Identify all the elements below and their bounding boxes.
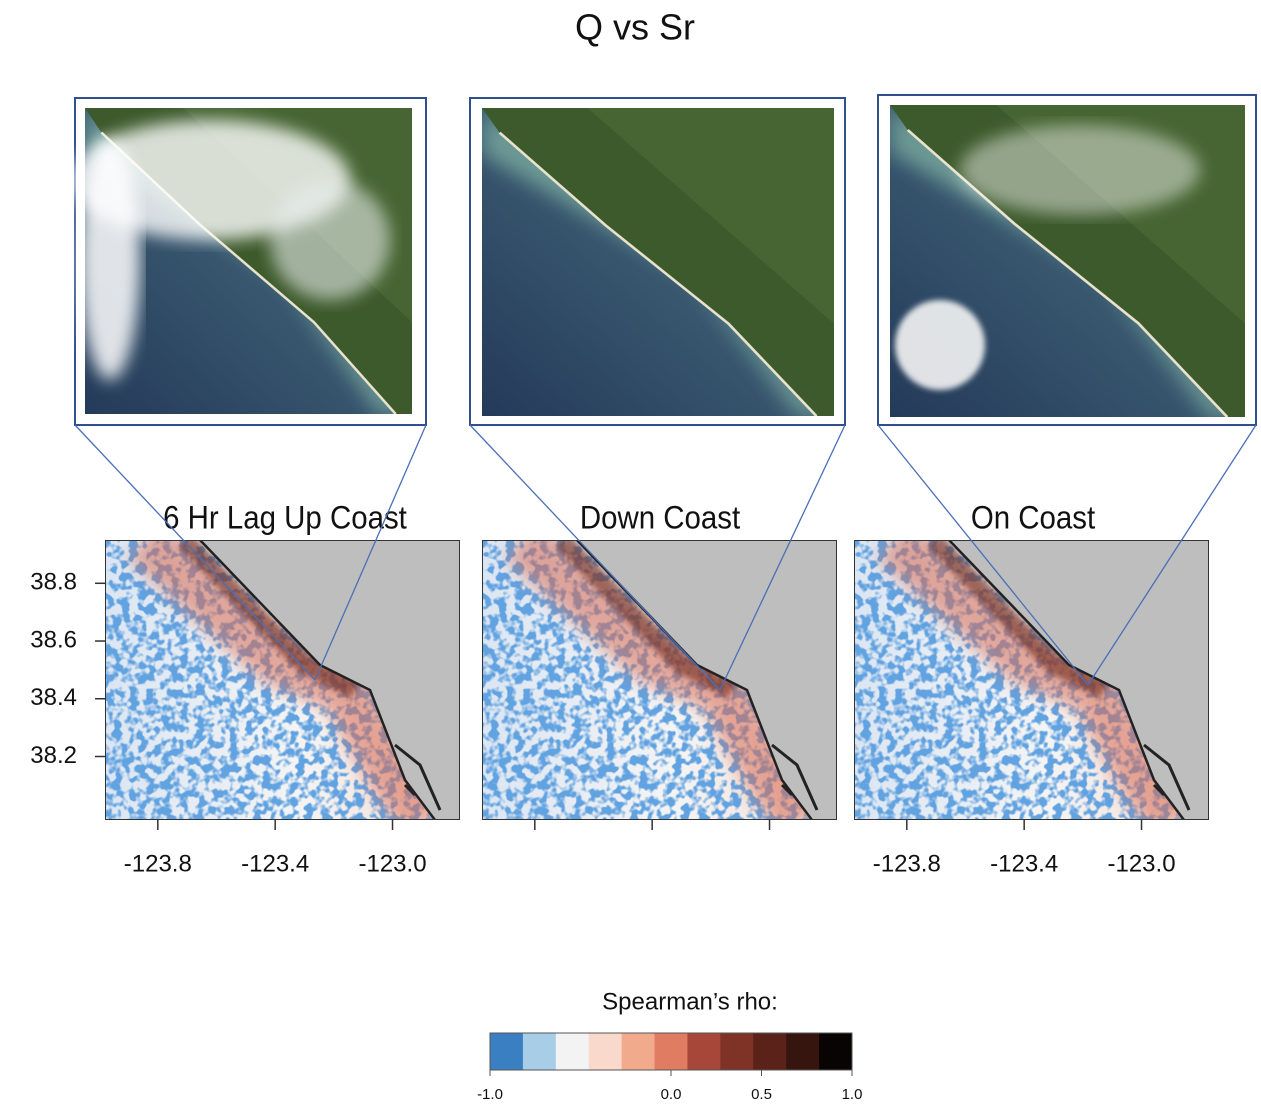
map-panel: On Coast -123.8 -123.4 -123.0 [854,499,1209,877]
colorbar-swatch [655,1033,688,1070]
colorbar-tick-label: 0.5 [751,1086,772,1103]
map-image [105,540,460,820]
colorbar-swatch [687,1033,720,1070]
x-tick-label: -123.0 [358,850,426,877]
x-tick-label: -123.0 [1107,850,1175,877]
map-image [482,540,837,820]
colorbar-swatch [523,1033,556,1070]
map-panel: 6 Hr Lag Up Coast -123.8 -123.4 -123.0 38.2 3… [30,499,460,877]
title: Q vs Sr [575,7,695,48]
panel-title: 6 Hr Lag Up Coast [163,499,407,535]
colorbar-swatch [589,1033,622,1070]
panel-title: Down Coast [580,499,741,535]
colorbar-swatch [490,1033,523,1070]
colorbar-swatch [786,1033,819,1070]
colorbar-tick-label: 0.0 [661,1086,682,1103]
inset-2 [470,98,845,425]
map-panel: Down Coast [482,499,837,830]
x-tick-label: -123.8 [124,850,192,877]
colorbar-swatch [720,1033,753,1070]
colorbar-swatch [622,1033,655,1070]
inset-1 [70,98,426,425]
inset-3 [878,95,1256,425]
maps: 6 Hr Lag Up Coast -123.8 -123.4 -123.0 38.2 3… [30,499,1209,877]
map-image [854,540,1209,820]
colorbar: -1.0 0.0 0.5 1.0 [477,1033,862,1103]
panel-title: On Coast [971,499,1096,535]
x-tick-label: -123.8 [873,850,941,877]
figure: Q vs Sr 6 Hr Lag Up Coast -123.8 -123.4 -12… [0,0,1261,1110]
colorbar-tick-label: -1.0 [477,1086,503,1103]
colorbar-swatch [556,1033,589,1070]
y-tick-label: 38.8 [30,569,77,596]
colorbar-swatch [753,1033,786,1070]
colorbar-swatch [819,1033,852,1070]
colorbar-label: Spearman’s rho: [602,988,778,1015]
y-tick-label: 38.4 [30,684,77,711]
colorbar-tick-label: 1.0 [842,1086,863,1103]
x-tick-label: -123.4 [990,850,1058,877]
y-tick-label: 38.6 [30,626,77,653]
y-tick-label: 38.2 [30,742,77,769]
x-tick-label: -123.4 [241,850,309,877]
